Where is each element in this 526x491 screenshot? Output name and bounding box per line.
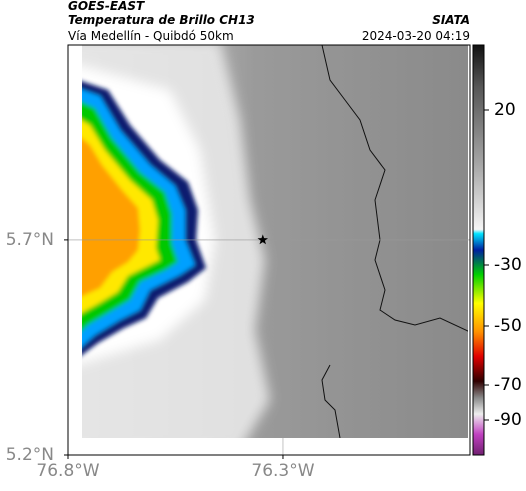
lat-tick-label: 5.2°N (6, 445, 54, 465)
colorbar-label: -30 (494, 255, 522, 275)
colorbar-label: 20 (494, 100, 516, 120)
source: SIATA (432, 13, 470, 27)
colorbar-label: -70 (494, 375, 522, 395)
route-marker (257, 234, 268, 245)
colorbar (472, 44, 485, 456)
lat-tick-label: 5.7°N (6, 230, 54, 250)
timestamp: 2024-03-20 04:19 (362, 29, 470, 43)
map-frame (67, 44, 471, 456)
lon-tick-label: 76.8°W (36, 461, 99, 481)
lon-tick-label: 76.3°W (251, 461, 314, 481)
route: Vía Medellín - Quibdó 50km (68, 29, 234, 43)
subtitle: Temperatura de Brillo CH13 (68, 13, 255, 27)
colorbar-label: -90 (494, 410, 522, 430)
colorbar-label: -50 (494, 316, 522, 336)
title: GOES-EAST (68, 0, 145, 13)
satellite-image (82, 45, 468, 438)
